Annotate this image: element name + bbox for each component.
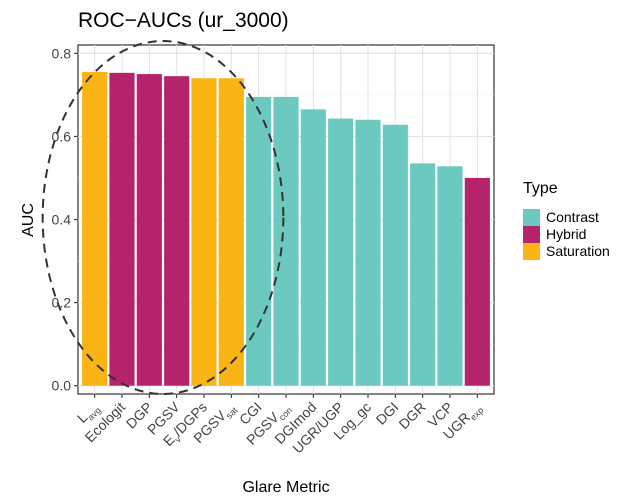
bar xyxy=(382,124,408,386)
bar xyxy=(300,109,326,386)
bar xyxy=(109,72,135,386)
bar xyxy=(191,78,217,386)
bar xyxy=(437,166,463,386)
y-tick-label: 0.2 xyxy=(52,295,72,311)
y-tick-label: 0.0 xyxy=(52,378,72,394)
legend-label: Saturation xyxy=(546,243,610,259)
bar xyxy=(82,72,108,386)
bar xyxy=(246,96,272,386)
annotation-ellipse xyxy=(41,40,285,395)
bar xyxy=(410,163,436,386)
legend-label: Hybrid xyxy=(546,226,586,242)
x-axis: LavgEcologitDGPPGSVEv/DGPsPGSVsatCGIPGSV… xyxy=(74,394,486,456)
x-axis-title: Glare Metric xyxy=(242,479,329,496)
legend-swatch xyxy=(523,243,540,260)
bar xyxy=(273,96,299,386)
y-tick-label: 0.6 xyxy=(52,128,72,144)
annotation-group xyxy=(41,40,285,395)
x-tick-label: DGR xyxy=(395,399,428,432)
y-axis-title: AUC xyxy=(20,203,37,237)
bar xyxy=(464,177,490,386)
legend-swatch xyxy=(523,226,540,243)
y-tick-label: 0.8 xyxy=(52,45,72,61)
chart-title: ROC−AUCs (ur_3000) xyxy=(78,9,289,32)
bar xyxy=(164,76,190,386)
y-axis: 0.0 0.2 0.4 0.6 0.8 xyxy=(52,45,78,394)
y-tick-label: 0.4 xyxy=(52,212,72,228)
bar xyxy=(355,119,381,386)
bar xyxy=(328,118,354,386)
legend-label: Contrast xyxy=(546,209,599,225)
legend-swatch xyxy=(523,209,540,226)
bar xyxy=(218,78,244,386)
bar xyxy=(136,74,162,386)
bars-group xyxy=(82,72,490,386)
legend-title: Type xyxy=(523,180,558,197)
